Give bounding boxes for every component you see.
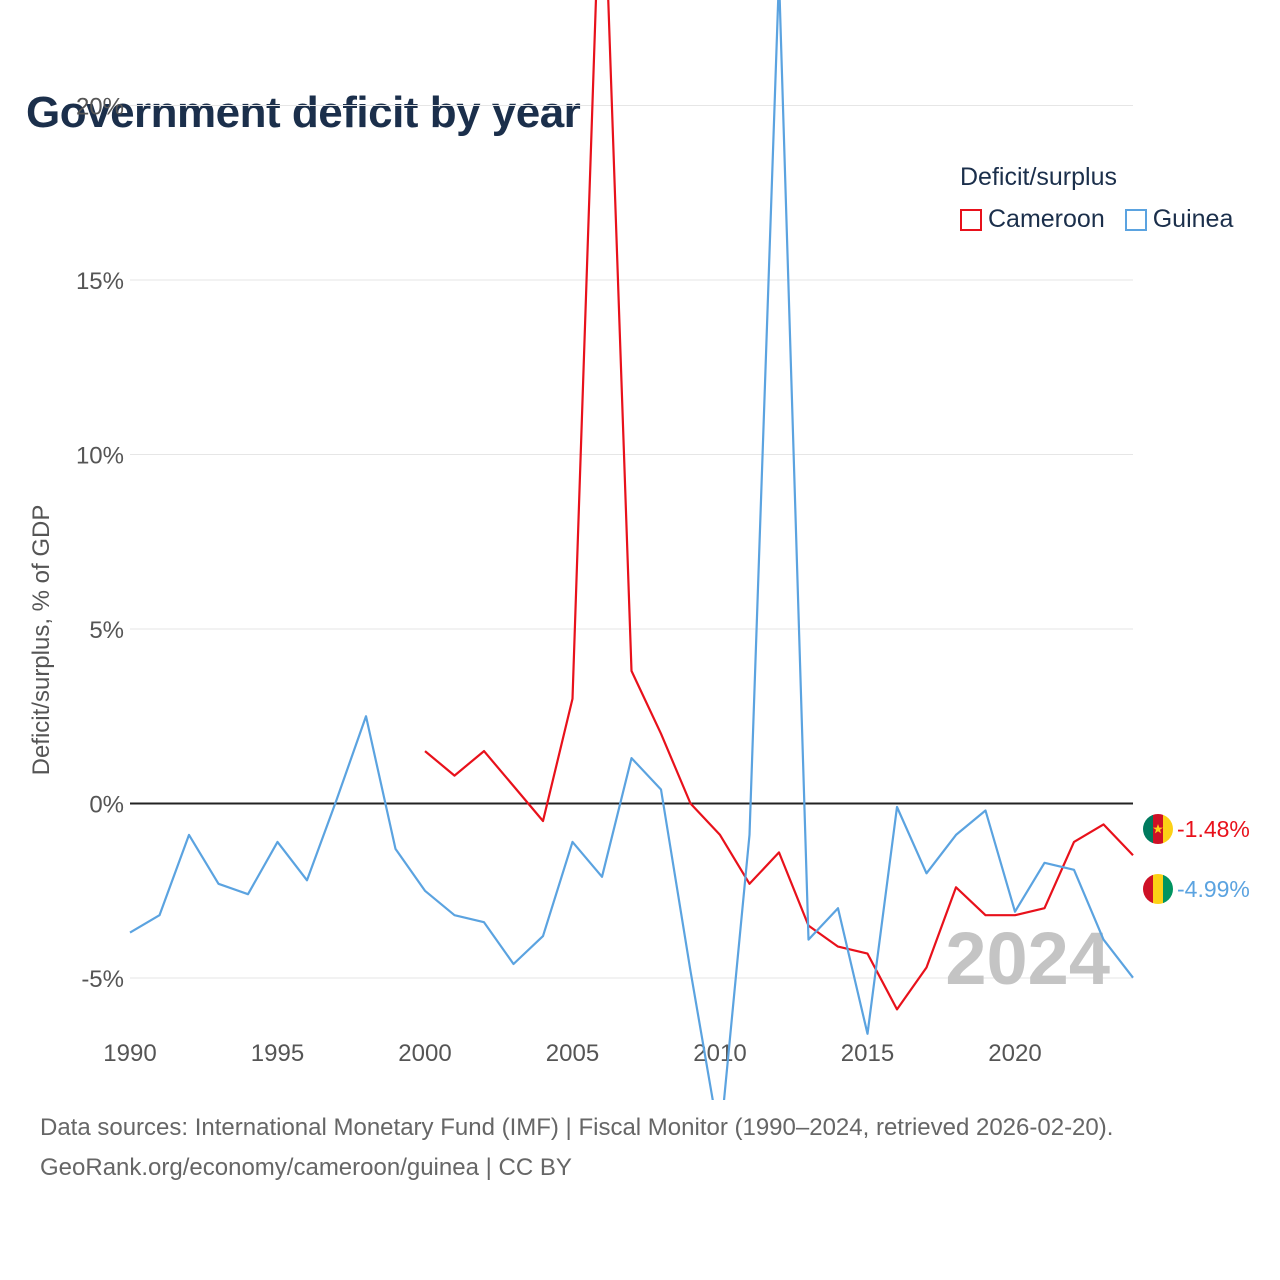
data-point-cameroon[interactable] <box>1100 820 1108 828</box>
y-tick-label: 5% <box>89 617 124 644</box>
data-point-guinea[interactable] <box>687 967 695 975</box>
data-point-guinea[interactable] <box>569 838 577 846</box>
data-point-guinea[interactable] <box>864 1030 872 1038</box>
data-point-cameroon[interactable] <box>1041 904 1049 912</box>
legend-swatch-guinea <box>1124 208 1147 231</box>
data-point-guinea[interactable] <box>451 911 459 919</box>
data-point-cameroon[interactable] <box>687 800 695 808</box>
data-point-cameroon[interactable] <box>569 695 577 703</box>
data-point-guinea[interactable] <box>805 936 813 944</box>
data-point-guinea[interactable] <box>834 904 842 912</box>
data-point-guinea[interactable] <box>126 929 134 937</box>
data-point-cameroon[interactable] <box>746 880 754 888</box>
series-line-cameroon <box>424 0 1134 1011</box>
data-point-cameroon[interactable] <box>893 1005 901 1013</box>
legend-item-guinea[interactable]: Guinea <box>1124 205 1234 234</box>
data-point-cameroon[interactable] <box>421 747 429 755</box>
y-tick-label: 15% <box>76 268 124 295</box>
source-note: Data sources: International Monetary Fun… <box>40 1108 1113 1188</box>
x-tick-label: 2015 <box>841 1040 894 1067</box>
data-point-cameroon[interactable] <box>539 817 547 825</box>
data-point-cameroon[interactable] <box>657 730 665 738</box>
data-point-cameroon[interactable] <box>716 831 724 839</box>
data-point-guinea[interactable] <box>421 887 429 895</box>
source-line-2: GeoRank.org/economy/cameroon/guinea | CC… <box>40 1154 572 1181</box>
data-point-guinea[interactable] <box>657 786 665 794</box>
data-point-guinea[interactable] <box>1100 936 1108 944</box>
data-point-guinea[interactable] <box>893 803 901 811</box>
data-point-guinea[interactable] <box>480 918 488 926</box>
year-watermark: 2024 <box>945 917 1110 1000</box>
data-point-cameroon[interactable] <box>1070 838 1078 846</box>
y-tick-label: 10% <box>76 443 124 470</box>
data-point-guinea[interactable] <box>1129 974 1137 982</box>
legend-label-guinea: Guinea <box>1152 205 1234 233</box>
data-point-guinea[interactable] <box>1041 859 1049 867</box>
data-point-guinea[interactable] <box>244 890 252 898</box>
legend-swatch-cameroon <box>960 208 982 231</box>
y-tick-label: 20% <box>76 94 124 121</box>
data-point-guinea[interactable] <box>303 876 311 884</box>
data-point-guinea[interactable] <box>392 845 400 853</box>
legend-label-cameroon: Cameroon <box>988 205 1105 233</box>
data-point-guinea[interactable] <box>156 911 164 919</box>
chart-title: Government deficit by year <box>26 88 581 137</box>
source-line-1: Data sources: International Monetary Fun… <box>40 1114 1114 1141</box>
data-point-cameroon[interactable] <box>982 911 990 919</box>
legend: Cameroon Guinea <box>960 205 1253 234</box>
data-point-guinea[interactable] <box>539 932 547 940</box>
data-point-cameroon[interactable] <box>1129 851 1137 859</box>
data-point-guinea[interactable] <box>1070 866 1078 874</box>
end-label-guinea: -4.99% <box>1177 876 1250 902</box>
x-tick-label: 2020 <box>988 1040 1041 1067</box>
data-point-guinea[interactable] <box>215 880 223 888</box>
cameroon-flag-icon <box>1143 814 1173 844</box>
x-tick-label: 1995 <box>251 1040 304 1067</box>
y-tick-label: 0% <box>89 792 124 819</box>
data-point-cameroon[interactable] <box>775 848 783 856</box>
data-point-guinea[interactable] <box>982 807 990 815</box>
data-point-guinea[interactable] <box>628 754 636 762</box>
data-point-guinea[interactable] <box>510 960 518 968</box>
data-point-guinea[interactable] <box>185 831 193 839</box>
x-tick-label: 2005 <box>546 1040 599 1067</box>
legend-item-cameroon[interactable]: Cameroon <box>960 205 1105 234</box>
chart-plot: -10%-5%0%5%10%15%20%25%30%19901995200020… <box>76 0 1250 1100</box>
data-point-cameroon[interactable] <box>510 782 518 790</box>
data-point-guinea[interactable] <box>952 831 960 839</box>
data-point-guinea[interactable] <box>1011 908 1019 916</box>
data-point-cameroon[interactable] <box>451 772 459 780</box>
end-label-cameroon: -1.48% <box>1177 816 1250 842</box>
guinea-flag-icon <box>1143 874 1173 904</box>
data-point-guinea[interactable] <box>274 838 282 846</box>
x-tick-label: 1990 <box>103 1040 156 1067</box>
data-point-cameroon[interactable] <box>952 883 960 891</box>
x-tick-label: 2010 <box>693 1040 746 1067</box>
y-tick-label: -5% <box>81 966 124 993</box>
legend-title: Deficit/surplus <box>960 163 1117 191</box>
data-point-cameroon[interactable] <box>923 964 931 972</box>
data-point-guinea[interactable] <box>333 796 341 804</box>
data-point-guinea[interactable] <box>598 873 606 881</box>
data-point-guinea[interactable] <box>362 712 370 720</box>
x-tick-label: 2000 <box>398 1040 451 1067</box>
data-point-cameroon[interactable] <box>834 943 842 951</box>
data-point-cameroon[interactable] <box>864 950 872 958</box>
data-point-guinea[interactable] <box>923 869 931 877</box>
data-point-cameroon[interactable] <box>628 667 636 675</box>
data-point-cameroon[interactable] <box>480 747 488 755</box>
data-point-guinea[interactable] <box>746 831 754 839</box>
series-line-guinea <box>129 0 1134 1100</box>
